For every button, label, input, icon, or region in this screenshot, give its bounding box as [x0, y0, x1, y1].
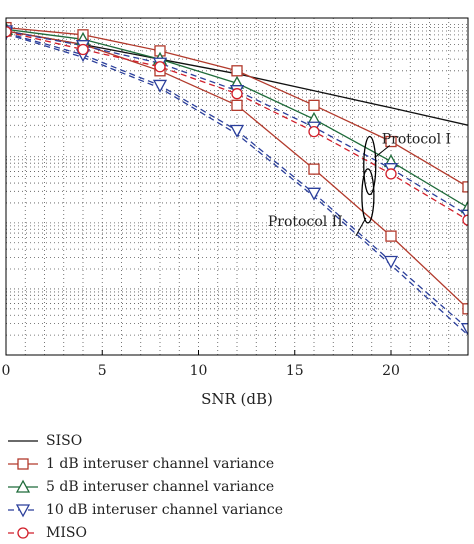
plot-frame — [5, 17, 469, 356]
annotations: Protocol I Protocol II — [268, 131, 451, 237]
data-point-2-4 — [308, 163, 320, 175]
legend-marker — [17, 458, 29, 470]
legend-label: 10 dB interuser channel variance — [46, 502, 284, 518]
data-point-6-4 — [308, 125, 320, 138]
protocol-1-leader — [374, 145, 391, 158]
x-tick-label: 20 — [382, 363, 400, 379]
data-point-6-1 — [77, 43, 89, 56]
data-point-6-3 — [231, 88, 243, 100]
legend-label: MISO — [46, 525, 87, 541]
x-tick-label: 15 — [286, 363, 304, 379]
data-point-6-0 — [6, 26, 12, 38]
legend-item: MISO — [6, 522, 87, 544]
legend-label: 5 dB interuser channel variance — [46, 479, 275, 495]
x-axis-ticks: 0 5 10 15 20 — [2, 350, 400, 379]
protocol-2-label: Protocol II — [268, 214, 343, 230]
data-point-1-3 — [231, 65, 243, 77]
protocol-2-ellipse — [361, 168, 375, 224]
data-point-5-5 — [383, 255, 399, 269]
protocol-1-label: Protocol I — [382, 131, 451, 147]
legend-swatch — [8, 479, 38, 493]
data-point-1-4 — [308, 99, 320, 111]
legend-item: 5 dB interuser channel variance — [6, 476, 274, 498]
protocol-1-ellipse — [363, 135, 377, 196]
data-point-1-6 — [462, 181, 468, 193]
protocol-2-leader — [355, 217, 367, 237]
legend-marker — [15, 504, 31, 518]
data-point-5-3 — [229, 124, 245, 138]
data-point-6-5 — [385, 168, 397, 180]
legend-item: SISO — [6, 430, 82, 452]
data-point-5-2 — [152, 79, 168, 93]
data-point-2-3 — [231, 99, 243, 111]
x-tick-label: 10 — [190, 363, 208, 379]
legend-marker — [17, 527, 29, 539]
data-point-1-5 — [385, 135, 397, 148]
data-point-2-5 — [385, 230, 397, 242]
legend-item: 1 dB interuser channel variance — [6, 453, 274, 475]
data-point-5-6 — [460, 323, 468, 337]
data-point-6-2 — [154, 61, 166, 73]
x-axis-label: SNR (dB) — [201, 390, 273, 408]
legend-label: 1 dB interuser channel variance — [46, 456, 275, 472]
x-tick-label: 5 — [98, 363, 107, 379]
legend-swatch — [8, 458, 38, 470]
data-point-5-4 — [306, 187, 322, 201]
legend-swatch — [8, 504, 38, 518]
legend-swatch — [8, 527, 38, 539]
x-tick-label: 0 — [2, 363, 11, 379]
legend-swatch — [8, 440, 38, 442]
ber-chart: 0 5 10 15 20 SNR (dB) Protocol I Protocol II — [2, 17, 469, 408]
legend-marker — [15, 479, 31, 493]
marker-group — [6, 21, 468, 337]
data-point-2-6 — [462, 303, 468, 315]
legend-label: SISO — [46, 433, 83, 449]
legend-item: 10 dB interuser channel variance — [6, 499, 283, 521]
data-point-6-6 — [462, 214, 468, 226]
